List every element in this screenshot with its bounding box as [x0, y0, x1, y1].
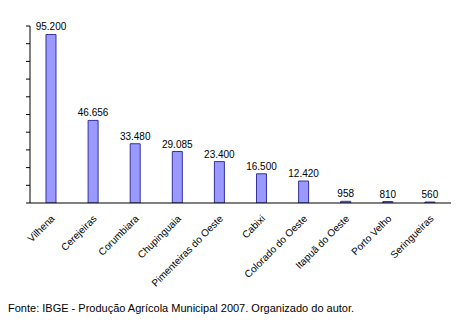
svg-text:Cerejeiras: Cerejeiras [59, 213, 99, 253]
svg-text:958: 958 [337, 188, 354, 199]
svg-text:810: 810 [379, 189, 396, 200]
html-text:Fonte: IBGE - Produção Agrícol: Fonte: IBGE - Produção Agrícola Municipa… [8, 302, 355, 314]
svg-text:Vilhena: Vilhena [25, 213, 57, 245]
svg-text:Pimenteiras do Oeste: Pimenteiras do Oeste [149, 213, 225, 289]
svg-text:46.656: 46.656 [78, 107, 109, 118]
svg-text:560: 560 [422, 189, 439, 200]
svg-text:Corumbiara: Corumbiara [96, 213, 141, 258]
svg-text:Seringueiras: Seringueiras [388, 213, 435, 260]
svg-text:Itapuã do Oeste: Itapuã do Oeste [293, 213, 351, 271]
svg-text:12.420: 12.420 [288, 168, 319, 179]
svg-text:Chupinguaia: Chupinguaia [135, 212, 183, 261]
svg-text:Cabixi: Cabixi [240, 213, 267, 240]
svg-text:Porto Velho: Porto Velho [349, 213, 394, 258]
svg-text:33.480: 33.480 [120, 131, 151, 142]
svg-text:95.200: 95.200 [36, 21, 67, 32]
svg-text:29.085: 29.085 [162, 139, 193, 150]
svg-text:23.400: 23.400 [204, 149, 235, 160]
svg-text:16.500: 16.500 [246, 161, 277, 172]
svg-text:Colorado do Oeste: Colorado do Oeste [242, 212, 310, 280]
